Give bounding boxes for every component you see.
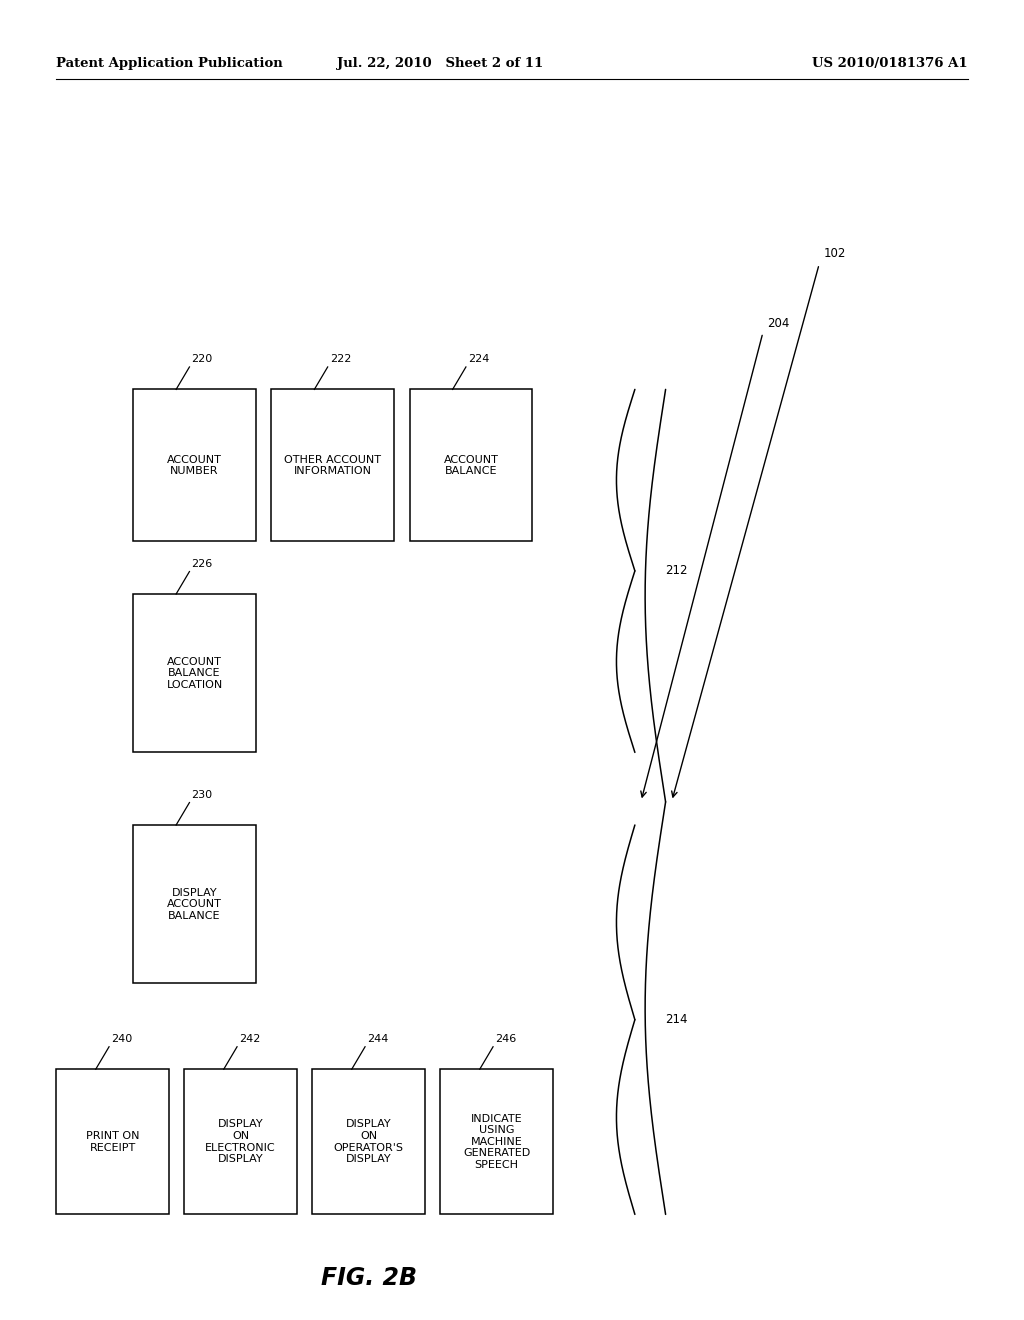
Text: 222: 222 [330, 354, 351, 364]
Text: DISPLAY
ON
OPERATOR'S
DISPLAY: DISPLAY ON OPERATOR'S DISPLAY [334, 1119, 403, 1164]
Text: Patent Application Publication: Patent Application Publication [56, 57, 283, 70]
FancyBboxPatch shape [133, 389, 256, 541]
Text: DISPLAY
ON
ELECTRONIC
DISPLAY: DISPLAY ON ELECTRONIC DISPLAY [206, 1119, 275, 1164]
Text: 244: 244 [367, 1034, 388, 1044]
Text: INDICATE
USING
MACHINE
GENERATED
SPEECH: INDICATE USING MACHINE GENERATED SPEECH [463, 1114, 530, 1170]
Text: 214: 214 [666, 1014, 688, 1026]
Text: FIG. 2B: FIG. 2B [321, 1266, 417, 1290]
Text: DISPLAY
ACCOUNT
BALANCE: DISPLAY ACCOUNT BALANCE [167, 887, 222, 921]
FancyBboxPatch shape [133, 825, 256, 983]
Text: 230: 230 [191, 789, 213, 800]
Text: OTHER ACCOUNT
INFORMATION: OTHER ACCOUNT INFORMATION [285, 454, 381, 477]
Text: 226: 226 [191, 558, 213, 569]
FancyBboxPatch shape [133, 594, 256, 752]
Text: US 2010/0181376 A1: US 2010/0181376 A1 [812, 57, 968, 70]
Text: ACCOUNT
NUMBER: ACCOUNT NUMBER [167, 454, 222, 477]
Text: 220: 220 [191, 354, 213, 364]
Text: PRINT ON
RECEIPT: PRINT ON RECEIPT [86, 1131, 139, 1152]
Text: 240: 240 [111, 1034, 132, 1044]
Text: 242: 242 [240, 1034, 260, 1044]
FancyBboxPatch shape [56, 1069, 169, 1214]
Text: 102: 102 [823, 247, 846, 260]
Text: 212: 212 [666, 565, 688, 577]
Text: ACCOUNT
BALANCE: ACCOUNT BALANCE [443, 454, 499, 477]
Text: 246: 246 [496, 1034, 516, 1044]
FancyBboxPatch shape [440, 1069, 553, 1214]
Text: 204: 204 [767, 317, 790, 330]
FancyBboxPatch shape [271, 389, 394, 541]
FancyBboxPatch shape [312, 1069, 425, 1214]
Text: 224: 224 [468, 354, 489, 364]
FancyBboxPatch shape [184, 1069, 297, 1214]
FancyBboxPatch shape [410, 389, 532, 541]
Text: ACCOUNT
BALANCE
LOCATION: ACCOUNT BALANCE LOCATION [167, 656, 222, 690]
Text: Jul. 22, 2010   Sheet 2 of 11: Jul. 22, 2010 Sheet 2 of 11 [337, 57, 544, 70]
